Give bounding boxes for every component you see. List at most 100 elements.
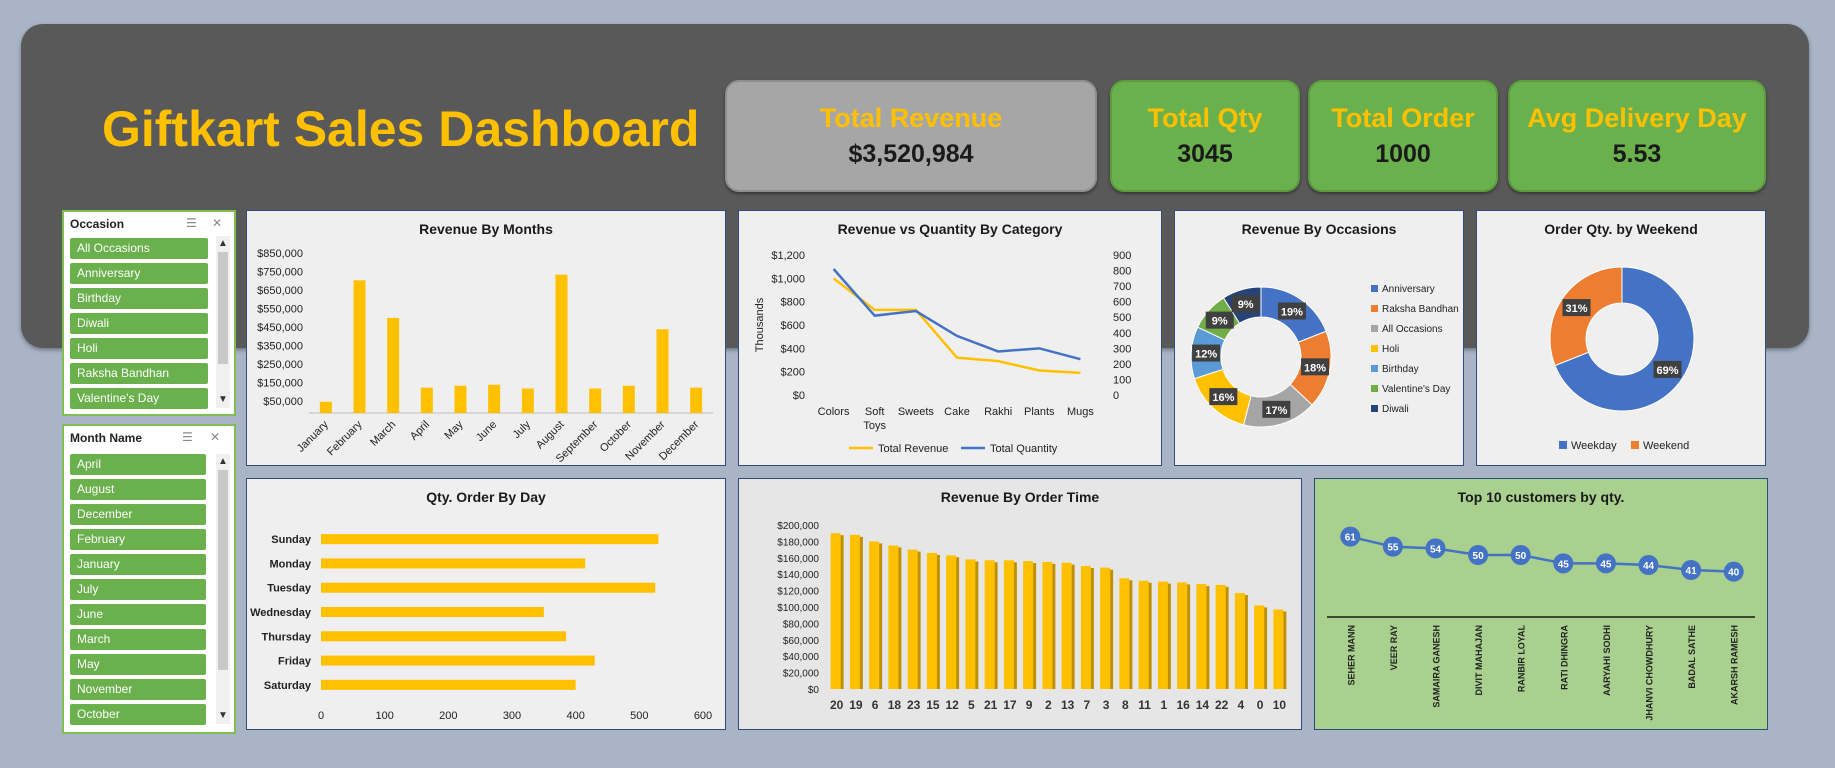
y-tick-label: $40,000: [783, 652, 820, 663]
bar-saturday: [321, 679, 576, 690]
data-label-box: [1205, 311, 1234, 329]
legend-swatch: [1371, 345, 1378, 352]
multi-select-icon[interactable]: ☰: [182, 430, 193, 444]
order-qty-by-weekend-panel: Order Qty. by Weekend 69% 31% Weekday Weeke…: [1476, 210, 1766, 466]
slicer-item-december[interactable]: December: [70, 504, 206, 525]
x-tick-label: 400: [566, 710, 584, 722]
clear-filter-icon[interactable]: ✕: [210, 430, 221, 444]
slicer-item-october[interactable]: October: [70, 704, 206, 725]
bar-hour-14: [1196, 584, 1207, 689]
bar-side: [956, 557, 960, 689]
scroll-up-icon[interactable]: ▲: [218, 238, 228, 249]
revenue-by-occasions-panel: Revenue By Occasions 19% 18% 17% 16% 12% 9% 9%…: [1174, 210, 1464, 466]
slicer-item-june[interactable]: June: [70, 604, 206, 625]
data-label: 45: [1600, 559, 1612, 570]
slicer-title: Occasion: [70, 217, 125, 231]
bar-side: [1071, 564, 1075, 689]
bar-october: [622, 385, 635, 413]
qty-order-by-day-panel: Qty. Order By Day Sunday Monday Tuesday Wed…: [246, 478, 726, 730]
x-tick-label: 0: [1257, 698, 1264, 712]
x-tick-label: 1: [1161, 698, 1168, 712]
scroll-up-icon[interactable]: ▲: [218, 456, 228, 467]
slicer-item-april[interactable]: April: [70, 454, 206, 475]
qty-order-by-day-chart: Sunday Monday Tuesday Wednesday Thursday Frid…: [250, 534, 712, 722]
bar-side: [975, 561, 979, 689]
bar-hour-20: [830, 533, 841, 689]
slicer-item-may[interactable]: May: [70, 654, 206, 675]
scrollbar-thumb[interactable]: [218, 470, 228, 670]
slicer-item-diwali[interactable]: Diwali: [70, 313, 208, 334]
bar-hour-9: [1023, 561, 1034, 689]
x-tick-label: RANBIR LOYAL: [1517, 624, 1527, 692]
slicer-item-birthday[interactable]: Birthday: [70, 288, 208, 309]
order-qty-by-weekend-chart: 69% 31% Weekday Weekend: [1549, 266, 1695, 452]
clear-filter-icon[interactable]: ✕: [212, 216, 223, 230]
slicer-item-july[interactable]: July: [70, 579, 206, 600]
y-tick-label: $350,000: [257, 341, 303, 353]
data-point: [1723, 561, 1744, 582]
bar-hour-2: [1042, 561, 1053, 689]
y-tick-label: $50,000: [263, 396, 303, 408]
slicer-scrollbar[interactable]: ▲ ▼: [216, 236, 230, 408]
bar-side: [1206, 586, 1210, 689]
right-y-tick: 900: [1113, 250, 1131, 262]
slicer-item-november[interactable]: November: [70, 679, 206, 700]
kpi-label: Total Qty: [1147, 103, 1263, 133]
bar-side: [1225, 586, 1229, 689]
slicer-item-holi[interactable]: Holi: [70, 338, 208, 359]
bar-march: [387, 317, 400, 413]
data-point: [1425, 538, 1446, 559]
revenue-vs-quantity-chart: $0 $200 $400 $600 $800 $1,000 $1,200 0 100 200 300…: [754, 250, 1131, 455]
bar-hour-17: [1003, 560, 1014, 689]
kpi-total-order: Total Order 1000: [1308, 80, 1498, 192]
bar-hour-11: [1138, 580, 1149, 689]
bar-hour-4: [1234, 593, 1245, 689]
bar-hour-12: [946, 555, 957, 689]
scroll-down-icon[interactable]: ▼: [218, 710, 228, 721]
right-y-tick: 700: [1113, 281, 1131, 293]
slicer-item-all-occasions[interactable]: All Occasions: [70, 238, 208, 259]
y-tick-label: Sunday: [271, 534, 312, 546]
slicer-item-anniversary[interactable]: Anniversary: [70, 263, 208, 284]
bar-side: [1167, 583, 1171, 689]
data-point: [1638, 555, 1659, 575]
y-tick-label: $150,000: [257, 378, 303, 390]
data-label: 44: [1643, 561, 1655, 572]
data-label-box: [1562, 299, 1591, 317]
slicer-item-january[interactable]: January: [70, 554, 206, 575]
chart-title: Revenue vs Quantity By Category: [837, 221, 1063, 237]
bar-hour-7: [1080, 566, 1091, 689]
slicer-item-february[interactable]: February: [70, 529, 206, 550]
slicer-item-valentine-s-day[interactable]: Valentine's Day: [70, 388, 208, 409]
slicer-item-raksha-bandhan[interactable]: Raksha Bandhan: [70, 363, 208, 384]
data-label-box: [1231, 295, 1260, 313]
bar-hour-15: [926, 552, 937, 689]
data-label: 69%: [1656, 365, 1678, 377]
top-10-customers-chart: 61 55 54 50 50 45 45 44 41 40 SEHER MANN VEER RAY SA…: [1327, 526, 1755, 721]
y-tick-label: $100,000: [777, 603, 819, 614]
left-y-tick: $600: [781, 320, 805, 332]
data-label: 16%: [1212, 392, 1234, 404]
legend-swatch: [1371, 285, 1378, 292]
scroll-down-icon[interactable]: ▼: [218, 394, 228, 405]
x-tick-label: 3: [1103, 698, 1110, 712]
revenue-by-occasions-chart: 19% 18% 17% 16% 12% 9% 9% Anniversary Raksha Ban…: [1190, 284, 1459, 428]
multi-select-icon[interactable]: ☰: [186, 216, 197, 230]
bar-hour-13: [1061, 562, 1072, 689]
slicer-item-march[interactable]: March: [70, 629, 206, 650]
data-point: [1681, 560, 1702, 580]
x-tick-label: RATI DHINGRA: [1559, 624, 1569, 689]
slicer-item-august[interactable]: August: [70, 479, 206, 500]
chart-title: Revenue By Months: [419, 221, 553, 237]
bar-side: [917, 551, 921, 689]
y-tick-label: $650,000: [257, 285, 303, 297]
x-tick-label: 8: [1122, 698, 1129, 712]
x-tick-label: VEER RAY: [1389, 625, 1399, 670]
kpi-value: $3,520,984: [848, 140, 974, 168]
scrollbar-thumb[interactable]: [218, 252, 228, 364]
y-tick-label: $60,000: [783, 636, 820, 647]
x-tick-label: 5: [968, 698, 975, 712]
kpi-label: Total Revenue: [819, 103, 1003, 133]
slice-weekend: [1549, 266, 1623, 367]
slicer-scrollbar[interactable]: ▲ ▼: [216, 454, 230, 724]
